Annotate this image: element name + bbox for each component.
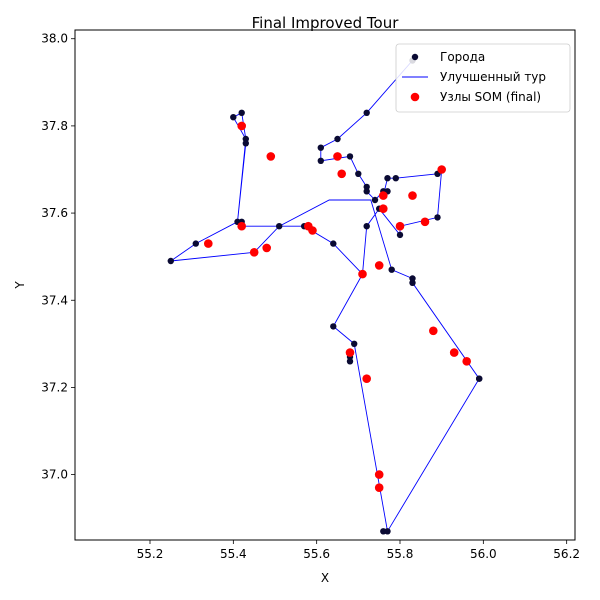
y-tick-label: 38.0 <box>41 32 68 46</box>
chart-title: Final Improved Tour <box>252 14 400 32</box>
x-tick-label: 55.6 <box>303 547 330 561</box>
city-point <box>392 175 399 182</box>
legend-dot-marker <box>411 53 419 61</box>
city-point <box>167 257 174 265</box>
city-point <box>317 144 324 151</box>
city-point <box>351 340 358 347</box>
x-axis-label: X <box>321 571 329 585</box>
city-point <box>363 188 370 195</box>
som-node-point <box>266 152 276 161</box>
city-point <box>409 279 416 286</box>
legend-box <box>395 43 571 113</box>
x-tick-label: 56.0 <box>470 547 497 561</box>
som-node-point <box>237 121 246 131</box>
som-node-point <box>462 357 472 366</box>
y-axis-label: Y <box>13 281 27 290</box>
som-node-point <box>374 261 384 270</box>
city-point <box>242 135 249 143</box>
x-tick-label: 55.2 <box>137 547 164 561</box>
x-axis: 55.2 55.4 55.6 55.8 56.0 56.2 <box>137 540 580 561</box>
city-point <box>346 153 354 160</box>
plot-area <box>167 57 483 535</box>
som-node-point <box>429 326 438 336</box>
som-node-point <box>358 269 367 279</box>
y-tick-label: 37.2 <box>41 380 68 394</box>
y-tick-label: 37.6 <box>41 206 68 220</box>
city-point <box>388 266 395 273</box>
som-node-point <box>379 191 388 200</box>
city-point <box>346 358 354 365</box>
x-tick-label: 55.8 <box>387 547 414 561</box>
y-tick-label: 37.0 <box>41 468 68 482</box>
som-node-point <box>333 152 342 161</box>
city-point <box>192 240 199 247</box>
city-point <box>396 231 404 239</box>
city-point <box>476 375 483 382</box>
som-node-point <box>237 221 246 231</box>
city-point <box>355 170 362 177</box>
som-node-point <box>379 204 388 213</box>
legend-dot-marker <box>410 92 420 102</box>
som-node-point <box>345 348 355 357</box>
city-point <box>434 214 441 221</box>
city-point <box>334 135 341 143</box>
y-tick-label: 37.8 <box>41 119 68 133</box>
y-tick-label: 37.4 <box>41 293 68 307</box>
city-point <box>230 114 237 121</box>
som-node-point <box>374 483 384 493</box>
x-tick-label: 56.2 <box>553 547 580 561</box>
som-node-point <box>449 348 459 357</box>
som-node-point <box>420 217 430 227</box>
som-node-point <box>204 239 213 248</box>
som-node-point <box>362 374 372 384</box>
som-node-point <box>374 470 384 479</box>
axes-frame <box>74 29 576 541</box>
city-point <box>380 528 387 535</box>
city-point <box>330 323 337 330</box>
som-node-point <box>437 165 447 174</box>
city-point <box>317 157 324 164</box>
x-tick-label: 55.4 <box>220 547 247 561</box>
som-node-point <box>262 243 272 253</box>
y-axis: 37.0 37.2 37.4 37.6 37.8 38.0 <box>41 32 75 482</box>
som-node-point <box>337 169 347 179</box>
city-point <box>371 196 379 204</box>
som-node-point <box>249 248 259 257</box>
legend: Города Улучшенный тур Узлы SOM (final) <box>395 43 571 113</box>
city-point <box>276 223 283 230</box>
city-point <box>384 175 391 182</box>
city-point <box>330 240 337 247</box>
som-node-point <box>395 221 405 231</box>
som-node-point <box>408 191 417 200</box>
city-point <box>238 109 245 117</box>
legend-label: Города <box>440 50 485 64</box>
city-point <box>363 109 370 117</box>
legend-label: Узлы SOM (final) <box>440 90 541 104</box>
legend-label: Улучшенный тур <box>440 70 546 84</box>
som-node-point <box>308 226 317 235</box>
city-point <box>363 223 370 230</box>
city-point <box>363 183 370 191</box>
